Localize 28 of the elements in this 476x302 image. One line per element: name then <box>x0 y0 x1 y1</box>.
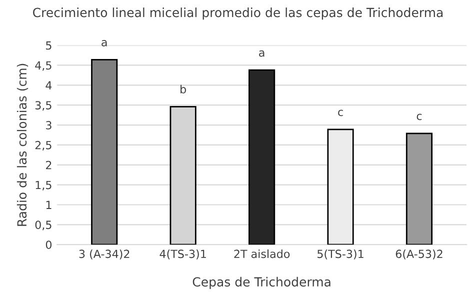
x-tick-label: 5(TS-3)1 <box>318 249 364 260</box>
x-tick-label: 6(A-53)2 <box>396 249 442 260</box>
y-tick-label: 4 <box>46 81 52 90</box>
bar <box>406 132 433 245</box>
x-axis-title: Cepas de Trichoderma <box>192 276 330 289</box>
x-tick-label: 4(TS-3)1 <box>160 249 206 260</box>
data-label: a <box>102 40 107 46</box>
y-axis-title: Radio de las colonias (cm) <box>16 64 28 226</box>
y-tick-label: 1 <box>46 200 52 209</box>
x-tick-label: 3 (A-34)2 <box>79 249 130 260</box>
y-tick-label: 0,5 <box>35 220 52 230</box>
y-tick-label: 5 <box>46 41 52 50</box>
y-tick-label: 2,5 <box>35 140 52 150</box>
y-tick-label: 0 <box>46 240 52 249</box>
chart-title: Crecimiento lineal micelial promedio de las cepas de Trichoderma <box>33 8 443 20</box>
bar <box>91 58 118 245</box>
y-tick-label: 2 <box>46 160 52 170</box>
y-tick-label: 4,5 <box>35 61 52 71</box>
data-label: c <box>416 114 422 120</box>
y-tick-label: 1,5 <box>36 180 52 190</box>
x-tick-label: 2T aislado <box>234 249 290 258</box>
y-tick-label: 3,5 <box>35 101 52 111</box>
y-tick-label: 3 <box>46 121 52 130</box>
data-label: b <box>180 84 186 94</box>
data-label: c <box>338 110 343 116</box>
data-label: a <box>259 50 264 57</box>
bar <box>248 69 276 245</box>
bar <box>327 128 354 245</box>
